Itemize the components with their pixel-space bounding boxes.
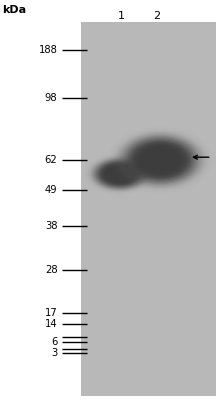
Text: 6: 6 [51, 337, 58, 347]
Text: 49: 49 [45, 185, 58, 195]
Ellipse shape [105, 166, 134, 182]
Ellipse shape [139, 146, 182, 174]
Ellipse shape [99, 162, 140, 186]
Text: 17: 17 [45, 308, 58, 318]
Ellipse shape [127, 139, 193, 181]
Bar [81, 22, 216, 396]
Ellipse shape [97, 161, 142, 187]
Text: 38: 38 [45, 221, 58, 231]
Text: kDa: kDa [3, 5, 27, 15]
Ellipse shape [131, 142, 189, 178]
Ellipse shape [114, 131, 206, 189]
Ellipse shape [133, 143, 187, 177]
Ellipse shape [125, 138, 195, 182]
Ellipse shape [122, 136, 199, 184]
Ellipse shape [129, 140, 191, 180]
Ellipse shape [137, 145, 184, 175]
Ellipse shape [96, 160, 143, 188]
Ellipse shape [104, 165, 135, 183]
Ellipse shape [88, 156, 151, 192]
Ellipse shape [135, 144, 186, 176]
Text: 2: 2 [153, 11, 161, 21]
Ellipse shape [95, 160, 144, 188]
Ellipse shape [120, 134, 201, 186]
Ellipse shape [124, 137, 197, 183]
Text: 98: 98 [45, 93, 58, 103]
Ellipse shape [100, 163, 139, 185]
Text: 188: 188 [39, 45, 58, 55]
Ellipse shape [91, 157, 148, 191]
Ellipse shape [118, 133, 203, 187]
Text: 28: 28 [45, 265, 58, 275]
Ellipse shape [101, 163, 138, 185]
Ellipse shape [94, 159, 146, 189]
Ellipse shape [102, 164, 136, 184]
Text: 62: 62 [45, 155, 58, 165]
Ellipse shape [116, 132, 204, 188]
Ellipse shape [90, 157, 150, 191]
Text: 14: 14 [45, 319, 58, 329]
Text: 3: 3 [51, 348, 58, 358]
Ellipse shape [92, 158, 147, 190]
Text: 1: 1 [118, 11, 125, 21]
